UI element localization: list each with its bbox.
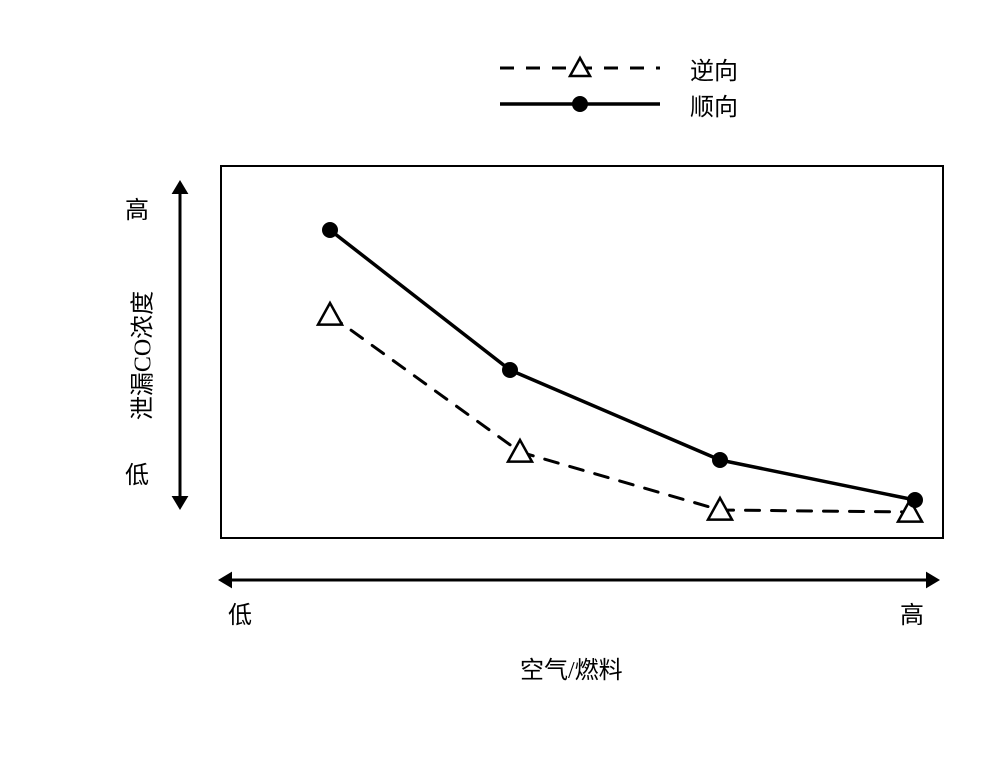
y-axis-title: 泄漏CO浓度 [123,256,158,456]
y-axis-low-label: 低 [125,455,149,490]
y-axis-high-label: 高 [125,190,149,225]
x-axis-title: 空气/燃料 [520,650,623,685]
x-axis-high-label: 高 [900,595,924,630]
chart-container: 逆向 顺向 泄漏CO浓度 高 低 空气/燃料 低 高 [20,20,1000,748]
plot-area [220,165,944,539]
x-axis-low-label: 低 [228,595,252,630]
